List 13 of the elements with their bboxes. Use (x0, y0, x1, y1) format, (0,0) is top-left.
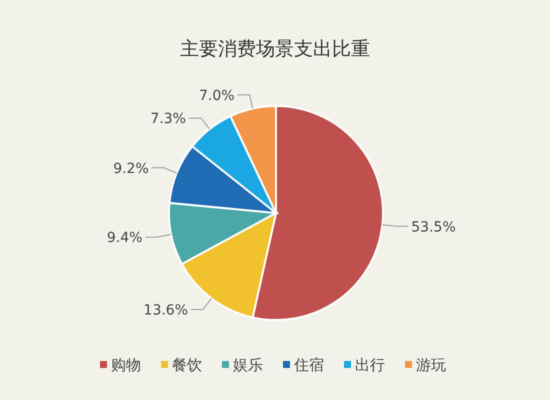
data-label: 7.0% (199, 88, 235, 104)
data-label: 53.5% (411, 219, 456, 236)
data-label: 7.3% (150, 111, 186, 128)
chart-title: 主要消费场景支出比重 (180, 38, 370, 60)
legend-label: 购物 (111, 356, 141, 374)
legend-label: 娱乐 (233, 356, 263, 374)
legend-label: 出行 (355, 356, 385, 374)
data-label: 9.2% (113, 160, 149, 177)
legend-label: 游玩 (416, 356, 446, 374)
legend-label: 住宿 (293, 356, 324, 374)
data-label: 9.4% (106, 230, 142, 246)
data-label: 13.6% (144, 302, 188, 319)
legend-label: 餐饮 (172, 356, 202, 374)
